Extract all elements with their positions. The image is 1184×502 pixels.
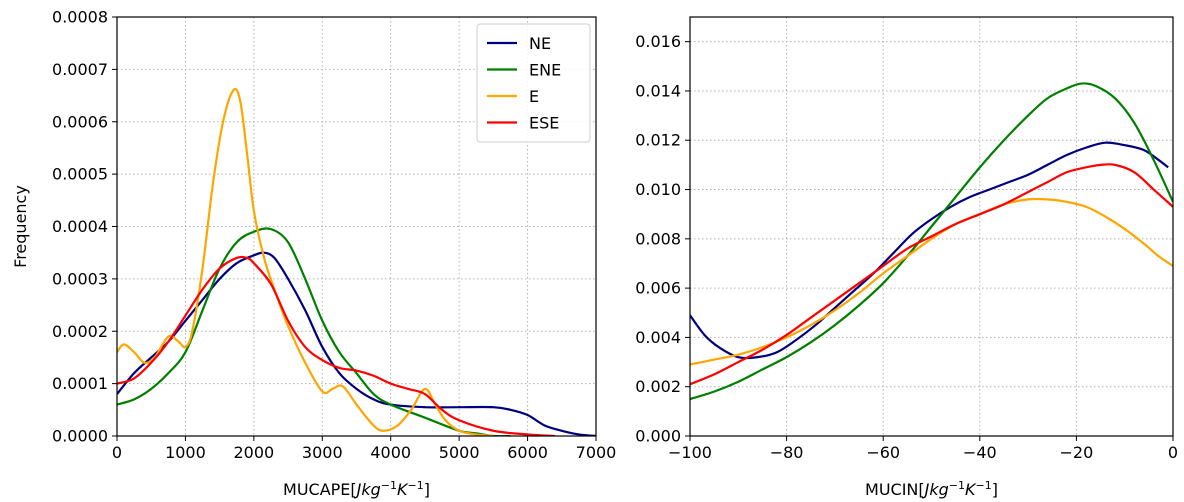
y-tick-label: 0.008 xyxy=(635,229,681,248)
x-tick-label: 3000 xyxy=(302,443,343,462)
y-tick-label: 0.0006 xyxy=(52,112,108,131)
series-line-ne xyxy=(117,251,596,436)
x-tick-label: 7000 xyxy=(576,443,617,462)
y-tick-label: 0.006 xyxy=(635,279,681,298)
x-tick-label: −60 xyxy=(866,443,900,462)
legend-label-ne: NE xyxy=(529,34,551,53)
legend-label-ese: ESE xyxy=(529,114,559,133)
y-tick-label: 0.0003 xyxy=(52,269,108,288)
x-tick-label: −20 xyxy=(1060,443,1094,462)
y-tick-label: 0.0007 xyxy=(52,60,108,79)
plot-frame xyxy=(689,16,1174,437)
legend: NE ENE E ESE xyxy=(476,23,591,143)
y-tick-label: 0.0008 xyxy=(52,8,108,27)
x-tick-label: 1000 xyxy=(165,443,206,462)
x-tick-label: −80 xyxy=(770,443,804,462)
y-tick-label: 0.004 xyxy=(635,328,681,347)
series-line-ese xyxy=(117,255,556,436)
chart-panel-right: −100 −80 −60 −40 −20 0 0.000 0.002 0.004 0.006 0.0… xyxy=(635,16,1178,500)
y-tick-label: 0.016 xyxy=(635,32,681,51)
legend-label-e: E xyxy=(529,87,539,106)
y-tick-label: 0.0000 xyxy=(52,427,108,446)
y-tick-label: 0.0005 xyxy=(52,165,108,184)
x-axis-label: MUCIN[Jkg−1K−1] xyxy=(865,479,998,500)
series-line-e xyxy=(690,197,1173,366)
x-tick-label: 2000 xyxy=(233,443,274,462)
series-line-ne xyxy=(690,141,1169,360)
x-tick-label: 4000 xyxy=(370,443,411,462)
y-tick-label: 0.014 xyxy=(635,81,681,100)
series-line-ese xyxy=(690,163,1173,386)
x-axis-label: MUCAPE[Jkg−1K−1] xyxy=(283,479,430,500)
legend-box xyxy=(476,23,591,143)
y-tick-label: 0.010 xyxy=(635,180,681,199)
legend-label-ene: ENE xyxy=(529,61,561,80)
series-line-ene xyxy=(690,82,1173,401)
x-tick-label: −40 xyxy=(963,443,997,462)
chart-panel-left: 0 1000 2000 3000 4000 5000 6000 7000 0.0000 0.000… xyxy=(11,8,616,500)
y-tick-label: 0.0002 xyxy=(52,322,108,341)
y-tick-label: 0.0004 xyxy=(52,217,108,236)
x-tick-label: 0 xyxy=(112,443,122,462)
y-tick-label: 0.012 xyxy=(635,131,681,150)
y-tick-label: 0.002 xyxy=(635,377,681,396)
y-axis-label: Frequency xyxy=(11,185,30,268)
x-tick-label: −100 xyxy=(668,443,712,462)
y-tick-label: 0.0001 xyxy=(52,374,108,393)
x-tick-label: 6000 xyxy=(507,443,548,462)
x-tick-label: 0 xyxy=(1168,443,1178,462)
y-tick-label: 0.000 xyxy=(635,427,681,446)
series-line-e xyxy=(117,87,494,436)
series-line-ene xyxy=(117,227,511,436)
x-tick-label: 5000 xyxy=(439,443,480,462)
